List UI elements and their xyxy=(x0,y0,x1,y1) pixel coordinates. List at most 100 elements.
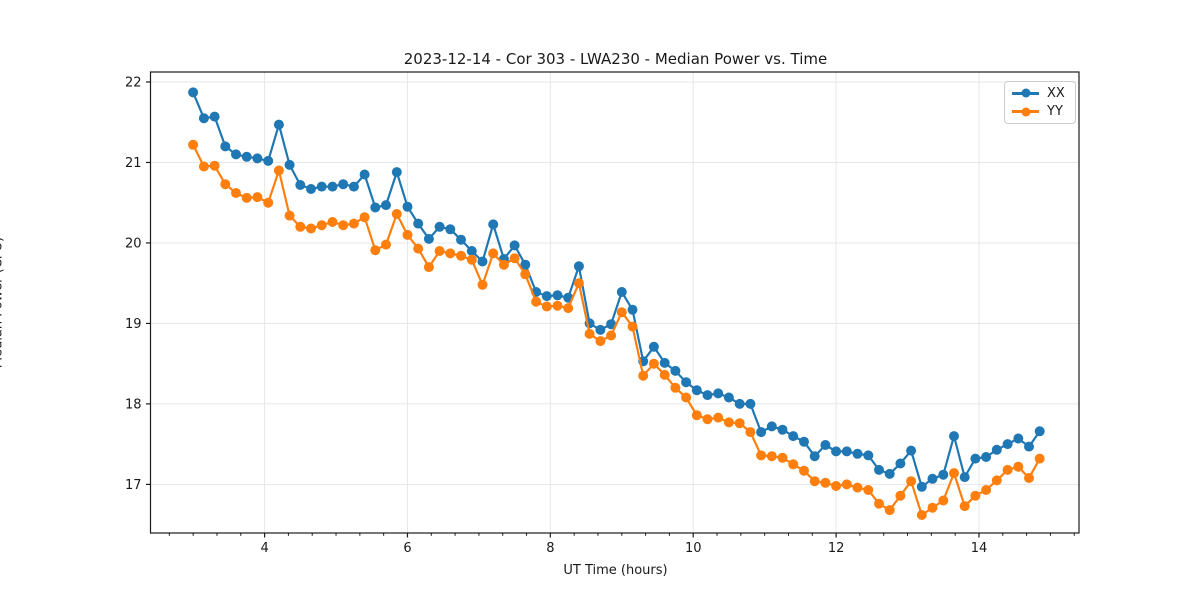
x-tick-label: 4 xyxy=(260,541,268,556)
data-point-yy xyxy=(723,417,734,428)
data-point-yy xyxy=(573,278,584,289)
data-point-yy xyxy=(456,250,466,261)
data-point-xx xyxy=(616,287,627,297)
data-point-yy xyxy=(638,370,649,381)
legend-entry-xx: XX xyxy=(1012,84,1069,102)
data-point-yy xyxy=(563,303,574,314)
x-tick-label: 12 xyxy=(828,541,845,556)
data-point-yy xyxy=(263,197,274,208)
data-point-xx xyxy=(831,446,842,457)
data-point-xx xyxy=(445,224,456,235)
data-point-xx xyxy=(456,234,466,245)
xx-line-swatch xyxy=(1012,88,1039,98)
data-point-xx xyxy=(423,233,434,244)
legend: XX YY xyxy=(1004,81,1076,124)
data-point-xx xyxy=(520,259,531,270)
data-point-xx xyxy=(959,472,970,483)
data-point-yy xyxy=(627,321,638,332)
data-point-yy xyxy=(1024,473,1034,483)
data-point-xx xyxy=(295,180,306,190)
data-point-xx xyxy=(359,169,370,180)
data-point-xx xyxy=(338,179,349,190)
data-point-yy xyxy=(916,510,927,520)
data-point-xx xyxy=(627,304,638,315)
data-point-yy xyxy=(863,485,874,495)
data-point-xx xyxy=(595,324,606,335)
data-point-yy xyxy=(949,468,959,479)
data-point-yy xyxy=(959,501,970,512)
data-point-yy xyxy=(466,254,477,265)
data-point-yy xyxy=(981,485,992,495)
data-point-yy xyxy=(745,427,756,438)
data-point-xx xyxy=(231,149,241,160)
data-point-xx xyxy=(927,473,938,484)
y-tick-label: 17 xyxy=(125,478,142,493)
data-point-yy xyxy=(906,476,917,487)
legend-label-yy: YY xyxy=(1047,104,1063,120)
data-point-xx xyxy=(402,201,413,212)
data-point-yy xyxy=(991,475,1002,486)
data-point-xx xyxy=(766,421,777,432)
data-point-xx xyxy=(809,451,820,462)
data-point-xx xyxy=(970,453,981,464)
data-point-yy xyxy=(1002,464,1013,475)
data-point-yy xyxy=(884,505,895,516)
data-point-yy xyxy=(616,307,627,318)
legend-entry-yy: YY xyxy=(1012,103,1069,121)
data-point-xx xyxy=(820,440,831,450)
data-point-yy xyxy=(231,188,241,198)
y-tick-label: 18 xyxy=(125,397,142,412)
data-point-yy xyxy=(874,498,884,509)
data-point-yy xyxy=(391,209,402,219)
data-point-xx xyxy=(198,113,209,124)
data-point-yy xyxy=(531,296,542,307)
data-point-yy xyxy=(488,248,499,259)
data-point-yy xyxy=(659,369,670,380)
data-point-yy xyxy=(1034,453,1045,464)
x-tick-label: 10 xyxy=(685,541,702,556)
data-point-yy xyxy=(198,161,209,172)
data-point-xx xyxy=(316,181,327,192)
data-point-xx xyxy=(188,87,199,98)
data-point-xx xyxy=(895,458,906,469)
data-point-xx xyxy=(852,448,863,459)
data-point-xx xyxy=(263,155,274,166)
data-point-xx xyxy=(273,119,284,130)
data-point-xx xyxy=(220,141,231,152)
chart-title: 2023-12-14 - Cor 303 - LWA230 - Median P… xyxy=(403,50,828,68)
data-point-yy xyxy=(670,382,681,393)
data-point-yy xyxy=(498,259,509,270)
y-axis-label: Median Power (CPU) xyxy=(0,236,6,369)
data-point-yy xyxy=(348,218,359,229)
data-point-yy xyxy=(359,212,370,223)
data-point-yy xyxy=(220,179,231,190)
data-point-yy xyxy=(552,300,563,311)
data-point-yy xyxy=(799,465,809,476)
data-point-xx xyxy=(1013,433,1024,444)
data-point-xx xyxy=(252,153,263,164)
data-point-yy xyxy=(445,248,456,259)
data-point-xx xyxy=(241,151,252,162)
data-point-yy xyxy=(402,229,413,240)
data-point-xx xyxy=(391,167,402,178)
data-point-yy xyxy=(509,253,520,264)
data-point-yy xyxy=(284,210,295,221)
data-point-yy xyxy=(295,221,306,232)
data-point-yy xyxy=(541,301,552,312)
data-point-xx xyxy=(488,219,499,230)
y-tick-label: 20 xyxy=(125,236,142,251)
data-point-xx xyxy=(306,184,316,194)
data-point-yy xyxy=(970,490,981,501)
data-point-xx xyxy=(348,181,359,192)
data-point-xx xyxy=(991,444,1002,455)
data-point-xx xyxy=(863,450,874,461)
data-point-yy xyxy=(895,490,906,501)
data-point-yy xyxy=(606,330,617,341)
data-point-xx xyxy=(799,436,809,447)
data-point-yy xyxy=(306,223,316,234)
data-point-yy xyxy=(713,412,724,423)
data-point-yy xyxy=(188,139,199,150)
data-point-yy xyxy=(831,481,842,491)
data-point-yy xyxy=(327,217,338,227)
